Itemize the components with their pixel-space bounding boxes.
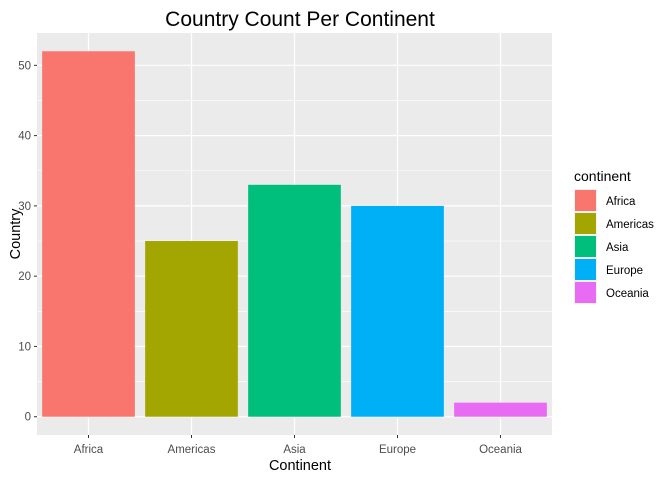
legend-title: continent (574, 168, 631, 184)
bar-asia (248, 184, 341, 417)
y-tick-label: 10 (18, 341, 31, 353)
x-tick-label: Asia (283, 444, 306, 456)
legend-swatch (575, 259, 596, 280)
legend-label: Asia (606, 242, 629, 254)
bar-europe (351, 205, 444, 417)
x-tick-label: Europe (379, 444, 416, 456)
bars (42, 51, 547, 417)
legend-swatch (575, 190, 596, 211)
x-axis-ticks: Africa Americas Asia Europe Oceania (74, 435, 523, 456)
y-tick-label: 20 (18, 271, 31, 283)
legend-label: Europe (606, 265, 643, 277)
x-tick-label: Africa (74, 444, 104, 456)
y-tick-label: 0 (25, 412, 31, 424)
legend-label: Africa (606, 196, 636, 208)
bar-americas (145, 241, 238, 417)
legend: continent Africa Americas Asia Europe Oceani… (574, 168, 654, 304)
y-axis-title: Country (8, 208, 24, 260)
legend-swatch (575, 236, 596, 257)
bar-africa (42, 51, 135, 417)
bar-oceania (454, 402, 547, 417)
x-tick-label: Oceania (479, 444, 522, 456)
legend-label: Americas (606, 219, 654, 231)
x-tick-label: Americas (168, 444, 216, 456)
legend-swatch (575, 213, 596, 234)
legend-label: Oceania (606, 288, 649, 300)
y-tick-label: 50 (18, 60, 31, 72)
x-axis-title: Continent (269, 458, 331, 474)
y-axis-ticks: 0 10 20 30 40 50 (18, 60, 37, 424)
y-tick-label: 30 (18, 201, 31, 213)
legend-swatch (575, 282, 596, 303)
y-tick-label: 40 (18, 131, 31, 143)
chart-title: Country Count Per Continent (165, 8, 435, 31)
